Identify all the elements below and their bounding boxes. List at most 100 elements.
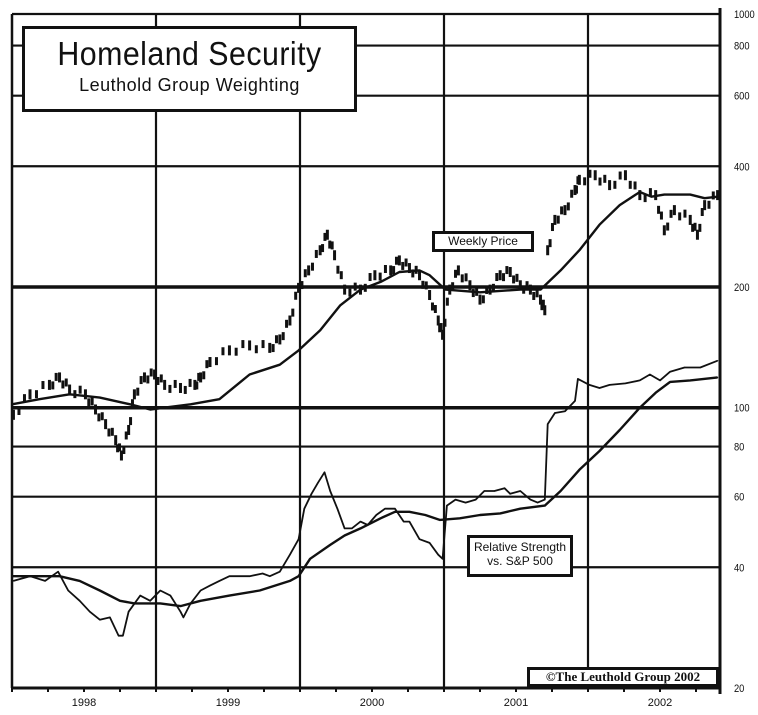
relative-strength-ma-point — [297, 575, 300, 577]
relative-strength-point — [279, 571, 281, 573]
relative-strength-point — [609, 384, 611, 386]
series-group — [11, 169, 720, 637]
series-relative_strength — [12, 359, 719, 637]
price-ma-point — [619, 204, 621, 206]
relative-strength-point — [475, 499, 477, 501]
relative-strength-ma-point — [578, 469, 580, 471]
relative-strength-point — [57, 571, 59, 573]
relative-strength-point — [209, 585, 211, 587]
x-tick-label: 2000 — [360, 697, 384, 709]
relative-strength-point — [310, 493, 313, 495]
y-tick-label: 800 — [734, 41, 750, 53]
price-ma-point — [249, 373, 251, 376]
relative-strength-ma-point — [619, 429, 621, 431]
relative-strength-point — [139, 594, 141, 597]
relative-strength-point — [699, 366, 701, 369]
relative-strength-point — [408, 520, 411, 523]
price-ma-point — [578, 249, 580, 251]
relative-strength-ma-point — [289, 580, 291, 582]
gridlines — [12, 12, 720, 688]
relative-strength-point — [437, 554, 439, 556]
relative-strength-point — [429, 542, 431, 544]
relative-strength-point — [122, 635, 124, 637]
relative-strength-point — [465, 501, 467, 504]
price-ma-point — [38, 398, 40, 400]
price-ma-line — [11, 190, 718, 411]
relative-strength-ma-point — [560, 490, 562, 492]
price-ma-point — [519, 289, 521, 291]
price-ma-point — [69, 393, 71, 395]
relative-strength-ma-point — [544, 505, 546, 507]
relative-strength-point — [289, 554, 291, 556]
relative-strength-point — [99, 619, 101, 621]
y-tick-label: 20 — [734, 683, 745, 695]
relative-strength-ma-point — [200, 600, 202, 602]
relative-strength-point — [598, 387, 601, 389]
price-ma-point — [704, 197, 706, 199]
relative-strength-ma-point — [499, 512, 501, 515]
relative-strength-ma-point — [717, 376, 719, 379]
y-tick-label: 600 — [734, 91, 750, 103]
relative-strength-point — [537, 501, 539, 504]
relative-strength-point — [588, 384, 591, 386]
price-ma-point — [539, 289, 542, 291]
price-ma-point — [99, 396, 101, 399]
price-ma-point — [297, 349, 300, 351]
series-price_ma — [11, 190, 719, 411]
price-ma-point — [319, 329, 321, 331]
relative-strength-point — [418, 538, 421, 540]
price-ma-point — [444, 289, 447, 291]
relative-strength-point — [44, 580, 46, 582]
relative-strength-point — [238, 575, 241, 577]
relative-strength-point — [441, 558, 444, 560]
relative-strength-label-box: Relative Strength vs. S&P 500 — [467, 535, 573, 577]
relative-strength-point — [529, 499, 532, 501]
price-ma-point — [717, 196, 719, 198]
title-box: Homeland Security Leuthold Group Weighti… — [22, 26, 357, 112]
price-ma-point — [639, 191, 641, 193]
price-ma-point — [339, 304, 341, 306]
relative-strength-point — [403, 520, 405, 523]
y-tick-label: 60 — [734, 492, 745, 504]
relative-strength-point — [503, 487, 506, 489]
x-tick-label: 1998 — [72, 697, 96, 709]
relative-strength-ma-point — [380, 517, 382, 519]
axes: 1000 800 600 400 200 100 80 60 40 20 1998 1999 2000 2… — [10, 8, 755, 709]
y-tick-label: 1000 — [734, 9, 755, 21]
relative-strength-ma-point — [159, 602, 161, 605]
relative-strength-point — [336, 508, 339, 510]
relative-strength-point — [717, 360, 719, 362]
relative-strength-point — [483, 490, 485, 492]
relative-strength-ma-point — [79, 580, 81, 582]
x-tick-label: 1999 — [216, 697, 240, 709]
relative-strength-point — [454, 499, 457, 501]
price-ma-point — [689, 193, 691, 196]
relative-strength-label: Relative Strength — [473, 540, 567, 554]
relative-strength-ma-point — [394, 511, 396, 513]
relative-strength-point — [303, 508, 305, 510]
price-ma-point — [380, 281, 382, 283]
relative-strength-point — [228, 575, 231, 577]
relative-strength-point — [659, 379, 661, 381]
relative-strength-point — [544, 499, 546, 501]
relative-strength-point — [394, 508, 396, 510]
relative-strength-point — [446, 505, 448, 507]
price-ma-point — [598, 224, 601, 226]
relative-strength-point — [261, 572, 264, 575]
relative-strength-point — [67, 589, 69, 592]
relative-strength-point — [323, 471, 326, 473]
relative-strength-point — [639, 379, 641, 381]
relative-strength-ma-point — [329, 544, 331, 546]
weekly-price-label: Weekly Price — [448, 234, 518, 248]
relative-strength-point — [182, 616, 184, 618]
relative-strength-point — [683, 366, 686, 369]
relative-strength-point — [554, 412, 556, 414]
x-tick-label: 2001 — [504, 697, 528, 709]
relative-strength-point — [574, 400, 576, 402]
relative-strength-ma-point — [259, 589, 261, 592]
weekly-price-label-box: Weekly Price — [432, 231, 534, 252]
relative-strength-ma-point — [179, 605, 182, 607]
relative-strength-point — [117, 635, 120, 637]
y-tick-label: 40 — [734, 563, 745, 575]
relative-strength-ma-point — [309, 558, 311, 560]
